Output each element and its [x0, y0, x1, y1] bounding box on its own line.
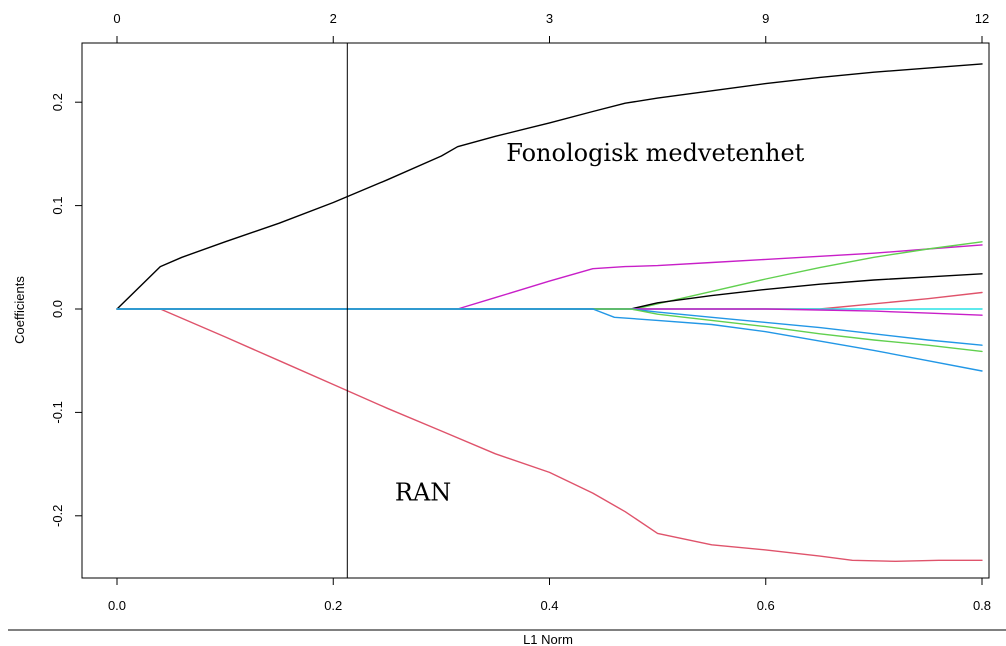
y-tick-label: -0.1 [50, 401, 65, 423]
annotation-label: RAN [395, 478, 451, 506]
annotation-layer: Fonologisk medvetenhet RAN [395, 139, 805, 506]
series-line-4 [116, 241, 983, 310]
series-line-11 [116, 308, 983, 372]
top-tick-label: 0 [113, 11, 120, 26]
annotation-label: Fonologisk medvetenhet [506, 139, 804, 167]
x-tick-label: 0.0 [108, 598, 126, 613]
series-line-9 [116, 308, 983, 346]
series-line-5 [116, 273, 983, 310]
series-layer [116, 63, 983, 562]
x-axis-bottom: 0.0 0.2 0.4 0.6 0.8 [108, 577, 991, 613]
x-tick-label: 0.4 [540, 598, 558, 613]
y-tick-label: 0.0 [50, 300, 65, 318]
x-tick-label: 0.8 [973, 598, 991, 613]
x-tick-label: 0.2 [324, 598, 342, 613]
top-tick-label: 2 [330, 11, 337, 26]
top-tick-label: 3 [546, 11, 553, 26]
series-line-2 [116, 308, 983, 562]
y-axis-left: -0.2 -0.1 0.0 0.1 0.2 [50, 93, 83, 527]
y-tick-label: 0.1 [50, 197, 65, 215]
y-tick-label: -0.2 [50, 505, 65, 527]
series-line-1 [116, 63, 983, 310]
x-tick-label: 0.6 [757, 598, 775, 613]
series-line-6 [116, 291, 983, 310]
top-tick-label: 9 [762, 11, 769, 26]
x-axis-top: 0 2 3 9 12 [113, 11, 989, 44]
y-tick-label: 0.2 [50, 93, 65, 111]
series-line-8 [116, 308, 983, 316]
x-axis-title: L1 Norm [523, 632, 573, 646]
series-line-3 [116, 244, 983, 310]
top-tick-label: 12 [975, 11, 989, 26]
y-axis-title: Coefficients [12, 276, 27, 344]
series-line-10 [116, 308, 983, 353]
